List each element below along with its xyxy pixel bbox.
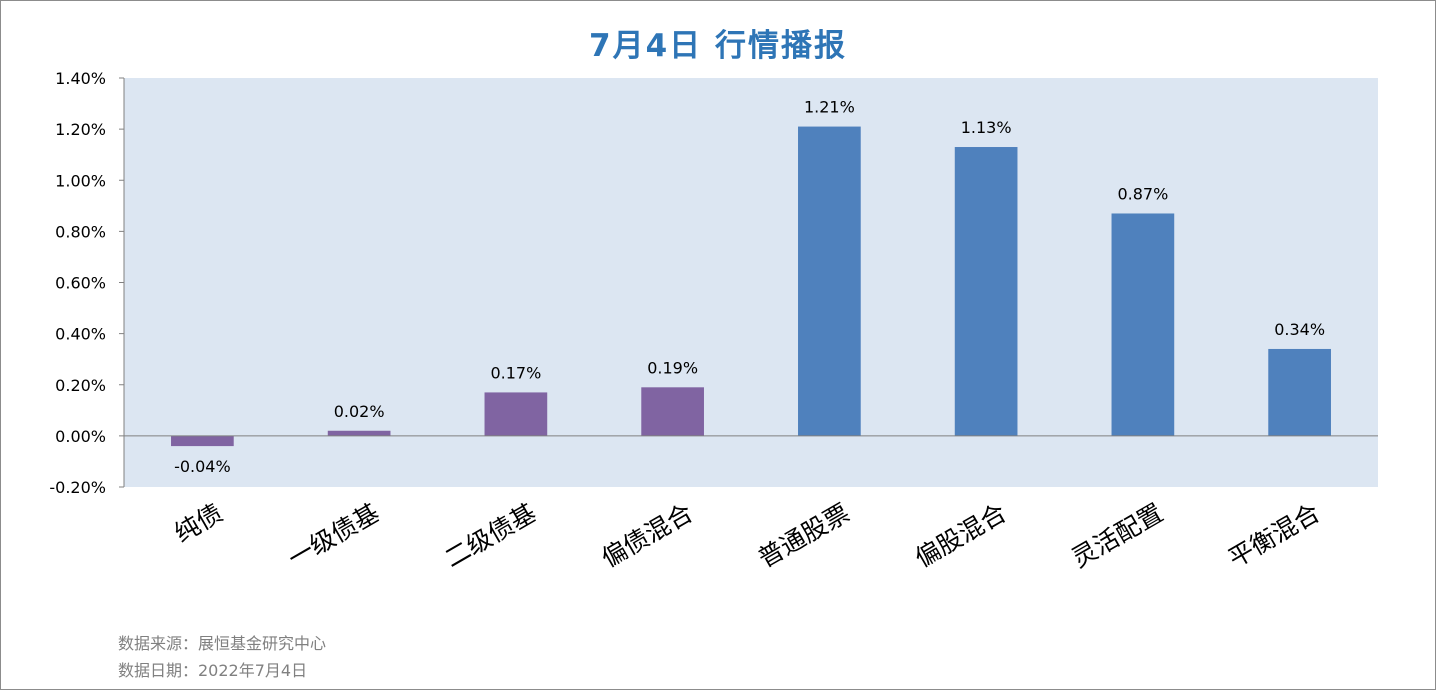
y-tick-label: 0.00% [55,427,106,446]
bar [171,435,234,447]
y-tick-label: 0.80% [55,222,106,241]
y-tick-label: 1.20% [55,120,106,139]
y-tick-label: 0.60% [55,274,106,293]
bar [484,392,548,436]
bars [171,126,1331,447]
data-label: 0.19% [647,358,698,377]
bar [641,387,704,436]
data-label: 0.17% [490,363,541,382]
data-label: 0.02% [334,402,385,421]
bar [954,147,1018,436]
data-label: 0.34% [1274,320,1325,339]
y-tick-label: 0.20% [55,376,106,395]
y-tick-label: 1.00% [55,171,106,190]
bar [798,126,861,436]
data-label: 1.13% [961,118,1012,137]
y-axis: 1.40% 1.20% 1.00% 0.80% 0.60% 0.40% 0.20% 0.00%… [49,69,125,497]
x-tick-label: 纯债 [170,498,228,548]
bar [327,430,391,436]
data-labels: -0.04% 0.02% 0.17% 0.19% 1.21% 1.13% 0.87% 0.34… [174,98,1325,477]
x-tick-label: 偏债混合 [597,498,698,573]
x-tick-label: 偏股混合 [910,498,1011,573]
bar [1111,213,1175,436]
source-note: 数据来源：展恒基金研究中心 [118,634,327,653]
y-tick-label: 0.40% [55,325,106,344]
data-label: 1.21% [804,98,855,117]
data-label: 0.87% [1117,184,1168,203]
x-tick-label: 普通股票 [753,498,854,573]
plot-area [124,78,1378,487]
x-tick-label: 二级债基 [440,498,541,573]
x-tick-label: 一级债基 [283,498,384,573]
data-label: -0.04% [174,457,231,476]
date-note: 数据日期：2022年7月4日 [118,661,308,680]
y-tick-label: 1.40% [55,69,106,88]
y-tick-label: -0.20% [49,478,106,497]
bar [1268,348,1331,436]
x-tick-label: 平衡混合 [1224,498,1325,573]
chart-title: 7月4日 行情播报 [589,28,847,64]
x-tick-label: 灵活配置 [1067,498,1168,573]
